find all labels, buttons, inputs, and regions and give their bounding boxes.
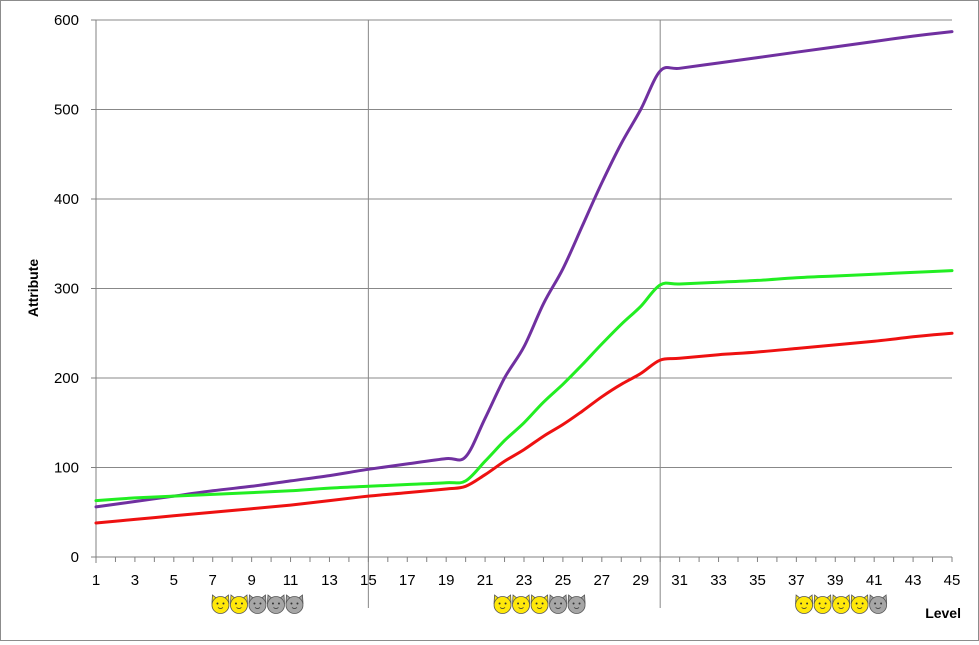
cat-face-icon — [530, 594, 549, 614]
cat-face-icon — [832, 594, 851, 614]
x-tick-label: 37 — [788, 572, 805, 589]
cat-face-icon — [850, 594, 869, 614]
x-tick-label: 23 — [516, 572, 533, 589]
x-tick-label: 33 — [710, 572, 727, 589]
series-line-3 — [94, 331, 954, 525]
cat-face-icon — [549, 594, 568, 614]
cat-face-icon — [512, 594, 531, 614]
x-tick-label: 9 — [247, 572, 255, 589]
x-tick-label: 31 — [671, 572, 688, 589]
grid-layer — [96, 19, 952, 608]
cat-face-icon — [493, 594, 512, 614]
y-tick-label: 0 — [71, 549, 79, 566]
axes-layer — [91, 19, 953, 563]
cat-badge-group — [493, 594, 586, 614]
cat-face-icon — [267, 594, 285, 614]
x-tick-label: 21 — [477, 572, 494, 589]
x-tick-label: 41 — [866, 572, 883, 589]
y-tick-label: 600 — [54, 12, 79, 29]
x-tick-label: 39 — [827, 572, 844, 589]
x-tick-label: 43 — [905, 572, 922, 589]
x-tick-label: 5 — [170, 572, 178, 589]
y-tick-label: 200 — [54, 370, 79, 387]
cat-face-icon — [285, 594, 304, 614]
x-tick-label: 11 — [283, 572, 299, 589]
x-tick-label: 13 — [321, 572, 338, 589]
cat-face-icon — [567, 594, 586, 614]
y-tick-label: 400 — [54, 191, 79, 208]
x-tick-label: 45 — [944, 572, 961, 589]
cat-badge-group — [795, 594, 888, 614]
series-layer — [94, 30, 954, 525]
series-line-2 — [94, 269, 954, 503]
series-line-1 — [94, 30, 954, 509]
cat-face-icon — [813, 594, 832, 614]
y-axis-title: Attribute — [25, 259, 41, 318]
y-tick-label: 300 — [54, 281, 79, 298]
x-tick-label: 25 — [555, 572, 572, 589]
x-tick-label: 15 — [360, 572, 377, 589]
x-tick-label: 1 — [92, 572, 100, 589]
x-tick-label: 17 — [399, 572, 416, 589]
cat-face-icon — [230, 594, 248, 614]
cat-badges — [211, 594, 888, 614]
cat-face-icon — [248, 594, 267, 614]
y-tick-label: 500 — [54, 102, 79, 119]
cat-face-icon — [795, 594, 814, 614]
x-tick-label: 35 — [749, 572, 766, 589]
cat-face-icon — [211, 594, 230, 614]
x-tick-label: 19 — [438, 572, 455, 589]
x-axis-title: Level — [925, 605, 961, 621]
x-tick-label: 29 — [632, 572, 649, 589]
x-tick-label: 27 — [593, 572, 610, 589]
x-tick-label: 7 — [209, 572, 217, 589]
x-tick-label: 3 — [131, 572, 139, 589]
cat-face-icon — [869, 594, 888, 614]
y-tick-label: 100 — [54, 460, 79, 477]
cat-badge-group — [211, 594, 304, 614]
